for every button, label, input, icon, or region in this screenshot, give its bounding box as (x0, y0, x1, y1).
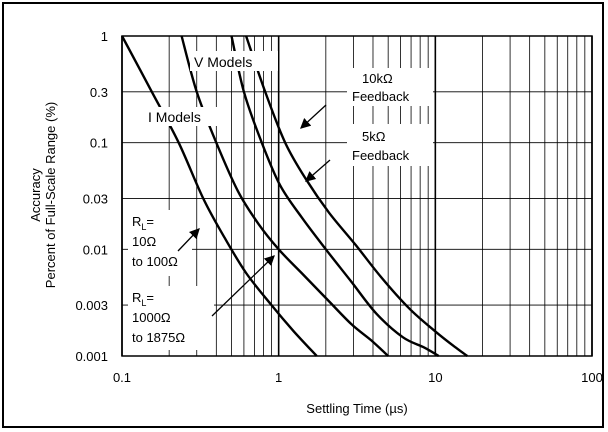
rl1-arrow (177, 228, 200, 252)
y-tick-label: 0.003 (75, 298, 108, 313)
y-tick-label: 0.03 (83, 191, 108, 206)
fb10k-label-bg (347, 68, 433, 106)
series-line-3 (230, 35, 440, 358)
rl1-label-bg (128, 210, 192, 276)
rl2-label-line1: RL= (132, 290, 154, 308)
fb5k-arrow (305, 159, 331, 182)
y-tick-label: 0.3 (90, 85, 108, 100)
v-models-label-bg (190, 51, 278, 71)
rl2-arrow (211, 255, 275, 317)
rl2-label-bg (128, 286, 214, 350)
i-models-label: I Models (148, 109, 201, 125)
y-axis-label-line1: Accuracy (28, 168, 43, 222)
x-tick-label: 100 (581, 370, 603, 385)
x-axis-label: Settling Time (µs) (306, 401, 407, 416)
fb5k-label-bg (347, 124, 433, 166)
fb10k-label-line1: 10kΩ (362, 71, 393, 86)
y-tick-label: 0.001 (75, 349, 108, 364)
rl1-label-line2: 10Ω (132, 234, 156, 249)
y-tick-label: 0.01 (83, 242, 108, 257)
curves (120, 35, 469, 358)
y-tick-label: 1 (101, 29, 108, 44)
series-line-1 (120, 35, 318, 357)
fb5k-label-line1: 5kΩ (362, 129, 386, 144)
plot-border (121, 35, 593, 357)
v-models-label: V Models (194, 54, 252, 70)
i-models-label-bg (145, 107, 225, 126)
fb10k-arrow (300, 104, 327, 129)
rl1-label-line3: to 100Ω (132, 254, 178, 269)
rl2-label-line2: 1000Ω (132, 310, 171, 325)
fb10k-label-line2: Feedback (352, 89, 410, 104)
x-tick-labels: 0.1 1 10 100 (113, 370, 603, 385)
series-line-2 (180, 35, 390, 357)
y-tick-label: 0.1 (90, 136, 108, 151)
x-tick-label: 0.1 (113, 370, 131, 385)
fb5k-label-line2: Feedback (352, 148, 410, 163)
rl1-label-line1: RL= (132, 214, 154, 232)
series-line-4 (244, 35, 469, 357)
x-tick-label: 10 (428, 370, 442, 385)
y-axis-label-line2: Percent of Full-Scale Range (%) (43, 102, 58, 288)
figure-frame (2, 2, 604, 428)
rl2-label-line3: to 1875Ω (132, 330, 185, 345)
y-tick-labels: 0.001 0.003 0.01 0.03 0.1 0.3 1 (75, 29, 108, 364)
x-tick-label: 1 (275, 370, 282, 385)
